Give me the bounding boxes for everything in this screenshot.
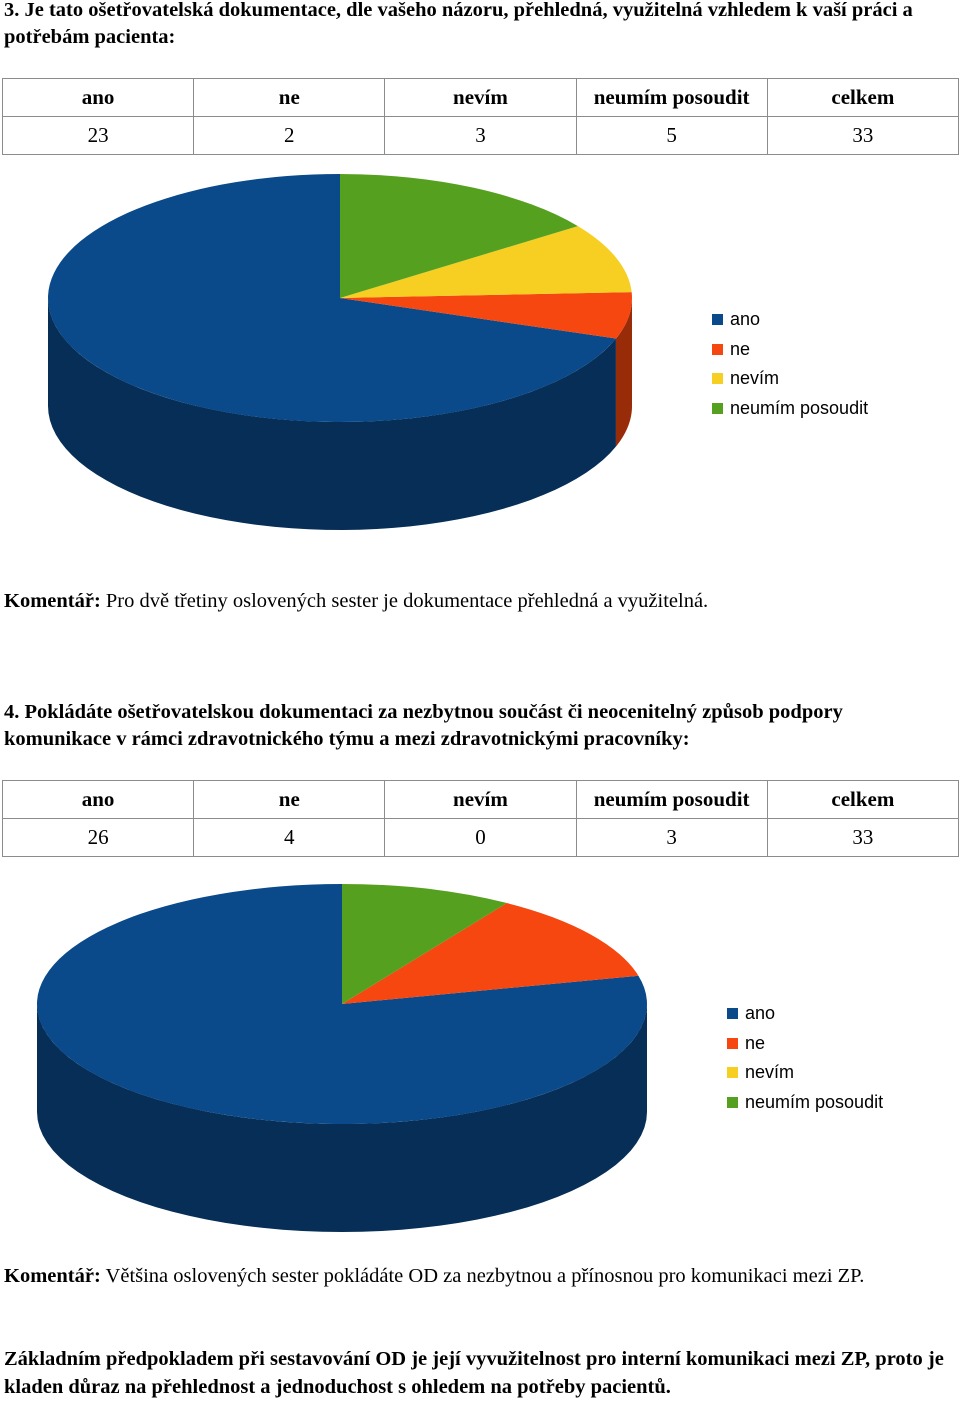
pie-slice-ne — [340, 292, 633, 339]
legend-label: neumím posoudit — [745, 1091, 884, 1112]
table-cell: 2 — [193, 116, 386, 155]
legend-label: ano — [730, 309, 761, 329]
pie-slice-side-ano — [48, 298, 616, 530]
legend-item-nevim: nevím — [712, 364, 868, 394]
table-header-row: ano ne nevím neumím posoudit celkem — [1, 780, 960, 819]
table-cell: 3 — [384, 116, 577, 155]
table-header-cell: nevím — [384, 780, 577, 819]
table-cell: 33 — [766, 818, 960, 857]
table-header-row: ano ne nevím neumím posoudit celkem — [1, 78, 960, 117]
legend-label: ne — [730, 338, 751, 359]
legend-item-ne: ne — [712, 335, 868, 365]
question-4-legend: ano ne nevím neumím posoudit — [727, 999, 883, 1117]
table-header-cell: ne — [193, 780, 386, 819]
legend-item-ano: ano — [727, 999, 883, 1029]
comment-label: Komentář: — [4, 590, 101, 612]
table-row: 23 2 3 5 33 — [1, 116, 960, 155]
legend-swatch — [727, 1008, 738, 1020]
legend-item-ne: ne — [727, 1029, 883, 1059]
question-4-table: ano ne nevím neumím posoudit celkem 26 4… — [1, 780, 960, 857]
legend-label: neumím posoudit — [730, 397, 869, 418]
legend-item-ano: ano — [712, 305, 868, 335]
pie-slice-ano — [48, 174, 616, 422]
table-cell: 3 — [575, 818, 768, 857]
pie-slice-side-ano — [37, 1004, 647, 1232]
legend-item-neumim-posoudit: neumím posoudit — [727, 1088, 883, 1118]
table-header-cell: ne — [193, 78, 386, 117]
table-cell: 0 — [384, 818, 577, 857]
table-row: 26 4 0 3 33 — [1, 818, 960, 857]
pie-slice-nevim — [340, 226, 632, 298]
table-cell: 5 — [575, 116, 768, 155]
pie-slice-side-ne — [615, 298, 632, 447]
question-4-pie-chart — [36, 884, 647, 1232]
table-header-cell: ano — [1, 780, 195, 819]
legend-item-nevim: nevím — [727, 1058, 883, 1088]
table-header-cell: neumím posoudit — [575, 78, 768, 117]
question-3-table: ano ne nevím neumím posoudit celkem 23 2… — [1, 78, 960, 155]
table-header-cell: celkem — [766, 780, 960, 819]
legend-swatch — [712, 373, 723, 385]
question-4-comment: Komentář: Většina oslovených sester pokl… — [4, 1263, 954, 1290]
legend-item-neumim-posoudit: neumím posoudit — [712, 394, 868, 424]
pie-slice-neumim-posoudit — [342, 884, 507, 1004]
legend-swatch — [727, 1096, 738, 1108]
question-3-comment: Komentář: Pro dvě třetiny oslovených ses… — [4, 588, 954, 615]
table-cell: 33 — [766, 116, 960, 155]
conclusion-text: Základním předpokladem při sestavování O… — [4, 1348, 944, 1398]
table-header-cell: nevím — [384, 78, 577, 117]
legend-swatch — [712, 314, 723, 326]
legend-label: ano — [745, 1003, 776, 1023]
table-header-cell: celkem — [766, 78, 960, 117]
pie-slice-ne — [342, 903, 639, 1004]
comment-text: Většina oslovených sester pokládáte OD z… — [100, 1265, 865, 1287]
table-header-cell: neumím posoudit — [575, 780, 768, 819]
pie-slice-ano — [36, 884, 647, 1124]
question-3-title: 3. Je tato ošetřovatelská dokumentace, d… — [4, 0, 913, 48]
question-3-legend: ano ne nevím neumím posoudit — [712, 305, 868, 423]
comment-label: Komentář: — [4, 1265, 101, 1287]
legend-swatch — [712, 343, 723, 355]
question-3-pie-chart — [48, 174, 633, 530]
question-4-title: 4. Pokládáte ošetřovatelskou dokumentaci… — [4, 701, 843, 750]
table-cell: 23 — [1, 116, 195, 155]
legend-label: ne — [745, 1032, 766, 1053]
table-cell: 4 — [193, 818, 386, 857]
legend-label: nevím — [730, 368, 780, 388]
legend-swatch — [727, 1037, 738, 1049]
table-cell: 26 — [1, 818, 195, 857]
comment-text: Pro dvě třetiny oslovených sester je dok… — [100, 590, 709, 612]
pie-slice-neumim-posoudit — [340, 174, 578, 298]
legend-swatch — [727, 1067, 738, 1079]
legend-swatch — [712, 402, 723, 414]
table-header-cell: ano — [1, 78, 195, 117]
legend-label: nevím — [745, 1062, 795, 1082]
